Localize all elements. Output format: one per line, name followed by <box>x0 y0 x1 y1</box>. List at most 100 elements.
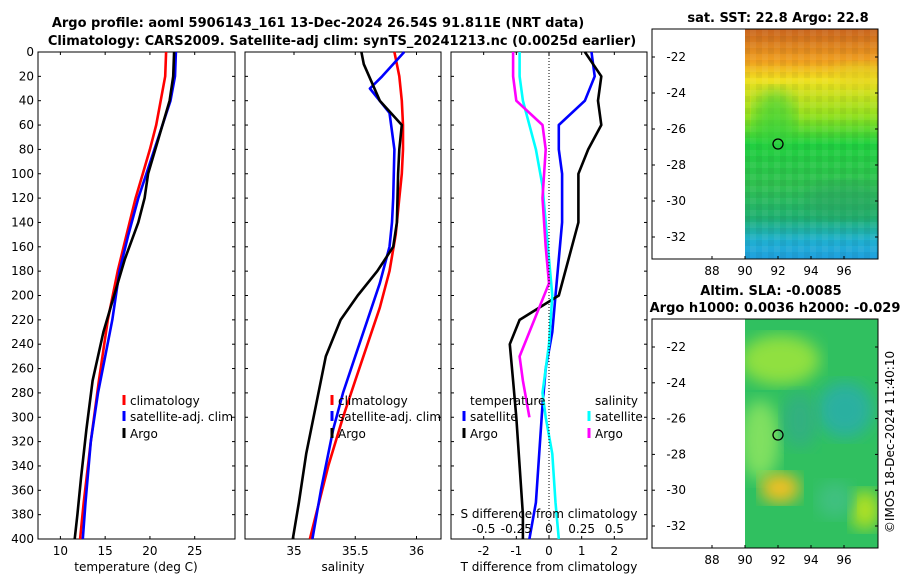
salinity-panel-frame <box>244 51 442 540</box>
legend-s-argo: Argo <box>595 427 623 441</box>
depth-tick-label: 260 <box>11 362 34 376</box>
series-temperature-satellite <box>528 51 597 540</box>
x-tick-label: 35.5 <box>342 544 369 558</box>
map-y-tick-label: -24 <box>666 86 686 100</box>
series-climatology <box>308 51 405 540</box>
legend-temperature-title: temperature <box>470 394 545 408</box>
sst-argo-location-marker <box>772 138 784 150</box>
imos-timestamp: ©IMOS 18-Dec-2024 11:40:10 <box>883 351 897 533</box>
sst-map-frame <box>651 28 879 260</box>
series-climatology <box>78 51 168 540</box>
legend-salinity-title: salinity <box>595 394 638 408</box>
map-y-tick-label: -28 <box>666 447 686 461</box>
map-y-tick-label: -26 <box>666 412 686 426</box>
x-tick-label: 10 <box>53 544 68 558</box>
depth-tick-label: 240 <box>11 337 34 351</box>
map-x-tick-label: 96 <box>836 553 851 567</box>
depth-tick-label: 400 <box>11 532 34 546</box>
depth-tick-label: 300 <box>11 410 34 424</box>
map-x-tick-label: 88 <box>704 264 719 278</box>
depth-tick-label: 320 <box>11 435 34 449</box>
temperature-panel-frame <box>37 51 236 540</box>
map-x-tick-label: 92 <box>770 553 785 567</box>
depth-tick-label: 100 <box>11 167 34 181</box>
series-argo <box>73 51 176 540</box>
sst-map-ticks: -22 -24 -26 -28 -30 -32 88 90 92 94 96 <box>652 50 878 278</box>
map-x-tick-label: 94 <box>803 264 818 278</box>
legend-climatology: climatology <box>338 394 408 408</box>
series-argo <box>291 51 404 540</box>
sla-map-frame <box>651 318 879 549</box>
legend-satellite: satellite-adj. clim <box>130 410 233 424</box>
sst-map-title: sat. SST: 22.8 Argo: 22.8 <box>687 11 868 26</box>
map-x-tick-label: 92 <box>770 264 785 278</box>
series-salinity-argo <box>511 52 551 418</box>
depth-tick-label: 80 <box>19 142 34 156</box>
series-temperature-argo <box>508 51 603 539</box>
x-tick-label: 0 <box>545 544 553 558</box>
salinity-xlabel: salinity <box>321 560 364 574</box>
x-tick-label: 1 <box>578 544 586 558</box>
x-tick-label: -2 <box>478 544 490 558</box>
legend-t-satellite: satellite <box>470 410 518 424</box>
temperature-xlabel: temperature (deg C) <box>74 560 197 574</box>
x-tick-label: 20 <box>142 544 157 558</box>
depth-tick-label: 60 <box>19 118 34 132</box>
difference-legend: temperature satellite Argo salinity sate… <box>462 394 643 441</box>
depth-tick-label: 0 <box>26 45 34 59</box>
top-tick-label: 0.5 <box>605 522 624 536</box>
map-y-tick-label: -30 <box>666 483 686 497</box>
sla-map-texture <box>745 335 878 530</box>
depth-tick-label: 180 <box>11 264 34 278</box>
legend-argo: Argo <box>338 427 366 441</box>
depth-tick-label: 340 <box>11 459 34 473</box>
map-y-tick-label: -24 <box>666 376 686 390</box>
depth-tick-label: 140 <box>11 215 34 229</box>
map-x-tick-label: 88 <box>704 553 719 567</box>
legend-t-argo: Argo <box>470 427 498 441</box>
temperature-legend: climatology satellite-adj. clim Argo <box>122 394 233 441</box>
top-tick-label: -0.25 <box>501 522 532 536</box>
sla-argo-location-marker <box>772 429 784 441</box>
legend-climatology: climatology <box>130 394 200 408</box>
salinity-legend: climatology satellite-adj. clim Argo <box>330 394 441 441</box>
depth-tick-label: 160 <box>11 240 34 254</box>
x-tick-label: 25 <box>187 544 202 558</box>
map-y-tick-label: -32 <box>666 519 686 533</box>
top-tick-label: -0.5 <box>472 522 495 536</box>
map-y-tick-label: -22 <box>666 340 686 354</box>
series-satellite-adj-clim <box>311 51 406 540</box>
legend-satellite: satellite-adj. clim <box>338 410 441 424</box>
map-x-tick-label: 96 <box>836 264 851 278</box>
x-axes: 10 15 20 25 35 35.5 36 -2 -1 0 1 2 <box>53 52 618 558</box>
x-tick-label: -1 <box>510 544 522 558</box>
figure-title-line2: Climatology: CARS2009. Satellite-adj cli… <box>48 34 636 49</box>
depth-tick-label: 40 <box>19 94 34 108</box>
map-x-tick-label: 94 <box>803 553 818 567</box>
x-tick-label: 15 <box>98 544 113 558</box>
map-y-tick-label: -28 <box>666 158 686 172</box>
depth-axis: 0 20 40 60 80 100 120 140 160 180 200 220 240 260 280 3… <box>11 45 647 546</box>
legend-s-satellite: satellite <box>595 410 643 424</box>
map-y-tick-label: -26 <box>666 122 686 136</box>
sla-map-ticks: -22 -24 -26 -28 -30 -32 88 90 92 94 96 <box>652 340 878 567</box>
x-tick-label: 35 <box>286 544 301 558</box>
depth-tick-label: 220 <box>11 313 34 327</box>
x-tick-label: 36 <box>409 544 424 558</box>
sla-map-title1: Altim. SLA: -0.0085 <box>700 284 841 299</box>
depth-tick-label: 360 <box>11 483 34 497</box>
legend-argo: Argo <box>130 427 158 441</box>
map-y-tick-label: -30 <box>666 194 686 208</box>
map-x-tick-label: 90 <box>737 553 752 567</box>
map-x-tick-label: 90 <box>737 264 752 278</box>
x-tick-label: 2 <box>611 544 619 558</box>
difference-xlabel: T difference from climatology <box>460 560 638 574</box>
sla-map-title2: Argo h1000: 0.0036 h2000: -0.029 <box>650 301 900 316</box>
sst-map-texture <box>745 29 878 259</box>
figure-title-line1: Argo profile: aoml 5906143_161 13-Dec-20… <box>52 16 584 31</box>
depth-tick-label: 20 <box>19 69 34 83</box>
depth-tick-label: 200 <box>11 289 34 303</box>
depth-tick-label: 280 <box>11 386 34 400</box>
profile-series <box>73 51 603 540</box>
